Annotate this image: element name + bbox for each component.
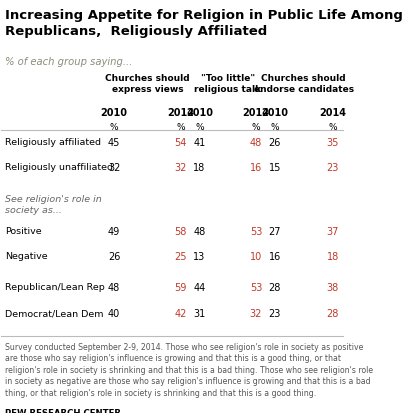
Text: 10: 10 [250,252,262,262]
Text: 18: 18 [193,163,206,173]
Text: 35: 35 [326,138,339,147]
Text: Negative: Negative [5,252,47,261]
Text: See religion's role in
society as...: See religion's role in society as... [5,194,102,214]
Text: 58: 58 [175,226,187,236]
Text: 16: 16 [268,252,281,262]
Text: 42: 42 [175,309,187,318]
Text: 13: 13 [193,252,206,262]
Text: 28: 28 [268,283,281,293]
Text: 54: 54 [175,138,187,147]
Text: 26: 26 [268,138,281,147]
Text: %: % [270,123,279,131]
Text: 2010: 2010 [186,108,213,118]
Text: 2014: 2014 [167,108,194,118]
Text: Republican/Lean Rep: Republican/Lean Rep [5,283,105,292]
Text: 38: 38 [327,283,339,293]
Text: %: % [176,123,185,131]
Text: 26: 26 [108,252,120,262]
Text: 48: 48 [250,138,262,147]
Text: 59: 59 [175,283,187,293]
Text: 32: 32 [249,309,262,318]
Text: 53: 53 [249,283,262,293]
Text: 49: 49 [108,226,120,236]
Text: Religiously affiliated: Religiously affiliated [5,138,101,146]
Text: 45: 45 [108,138,120,147]
Text: %: % [110,123,118,131]
Text: 41: 41 [193,138,206,147]
Text: PEW RESEARCH CENTER: PEW RESEARCH CENTER [5,408,121,413]
Text: % of each group saying...: % of each group saying... [5,57,132,66]
Text: %: % [252,123,260,131]
Text: Democrat/Lean Dem: Democrat/Lean Dem [5,309,103,317]
Text: 23: 23 [326,163,339,173]
Text: Positive: Positive [5,226,42,235]
Text: 53: 53 [249,226,262,236]
Text: 16: 16 [250,163,262,173]
Text: 28: 28 [326,309,339,318]
Text: 31: 31 [193,309,206,318]
Text: 18: 18 [327,252,339,262]
Text: 15: 15 [268,163,281,173]
Text: Churches should
endorse candidates: Churches should endorse candidates [254,74,354,94]
Text: 23: 23 [268,309,281,318]
Text: 2014: 2014 [242,108,269,118]
Text: 32: 32 [175,163,187,173]
Text: Survey conducted September 2-9, 2014. Those who see religion's role in society a: Survey conducted September 2-9, 2014. Th… [5,342,373,397]
Text: Increasing Appetite for Religion in Public Life Among
Republicans,  Religiously : Increasing Appetite for Religion in Publ… [5,9,403,38]
Text: Religiously unaffiliated: Religiously unaffiliated [5,163,113,172]
Text: 32: 32 [108,163,120,173]
Text: Churches should
express views: Churches should express views [105,74,190,94]
Text: 27: 27 [268,226,281,236]
Text: 44: 44 [193,283,206,293]
Text: 48: 48 [108,283,120,293]
Text: 25: 25 [174,252,187,262]
Text: 2010: 2010 [261,108,288,118]
Text: %: % [328,123,337,131]
Text: 37: 37 [326,226,339,236]
Text: %: % [195,123,204,131]
Text: 48: 48 [193,226,206,236]
Text: 2014: 2014 [319,108,346,118]
Text: 40: 40 [108,309,120,318]
Text: 2010: 2010 [101,108,128,118]
Text: "Too little"
religious talk: "Too little" religious talk [194,74,261,94]
